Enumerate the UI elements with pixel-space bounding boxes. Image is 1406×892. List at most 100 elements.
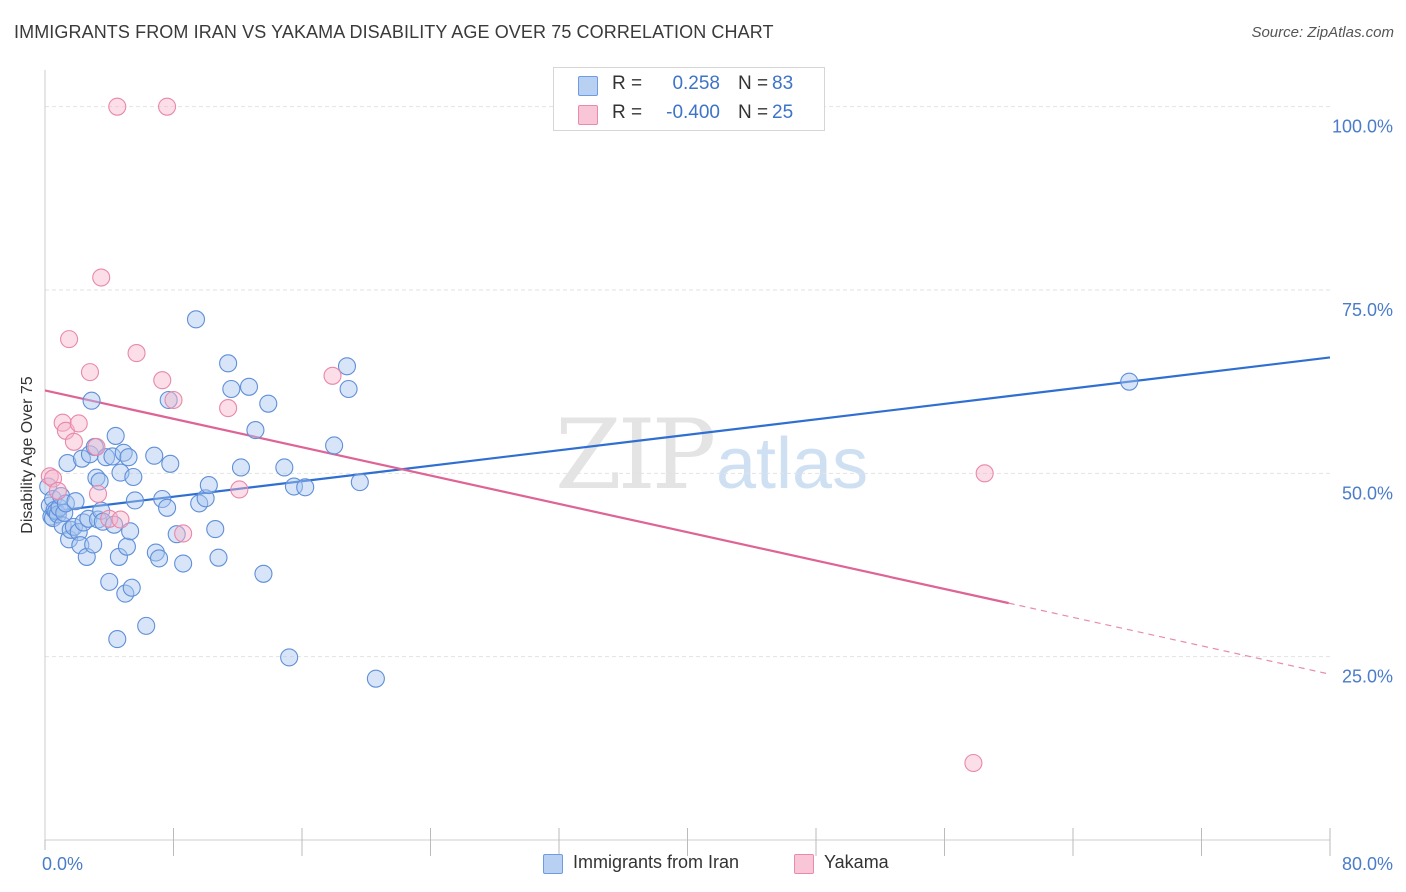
iran-point <box>239 377 259 396</box>
iran-point <box>159 390 178 410</box>
legend-label-iran: Immigrants from Iran <box>573 852 740 872</box>
iran-point <box>296 478 315 497</box>
iran-point <box>84 535 103 554</box>
yakama-point <box>69 414 88 433</box>
iran-point <box>146 543 165 562</box>
iran-point <box>82 391 101 410</box>
legend-n-label: N = <box>738 73 769 94</box>
iran-point <box>145 446 164 465</box>
legend-n-label: N = <box>738 102 769 123</box>
trend-lines <box>44 356 1331 675</box>
iran-point <box>79 509 98 528</box>
iran-point <box>161 454 180 473</box>
iran-point <box>108 630 127 649</box>
legend-r-value: 0.258 <box>672 73 720 94</box>
iran-point <box>58 454 77 473</box>
legend-r-label: R = <box>612 102 643 123</box>
yakama-point <box>92 268 111 287</box>
data-points <box>39 97 1139 773</box>
yakama-point <box>88 484 108 503</box>
iran-point <box>325 436 344 455</box>
iran-point <box>66 492 85 511</box>
legend-r-value: -0.400 <box>666 102 720 123</box>
yakama-point <box>975 464 994 483</box>
series-legend: Immigrants from Iran Yakama <box>0 852 1406 878</box>
iran-point <box>119 448 138 467</box>
y-tick-label: 75.0% <box>1342 300 1393 320</box>
x-tick-label: 80.0% <box>1342 854 1393 874</box>
yakama-point <box>40 467 59 486</box>
iran-point <box>206 520 225 539</box>
legend-swatch-blue <box>543 854 563 874</box>
legend-swatch-pink <box>794 854 814 874</box>
iran-point <box>121 522 140 541</box>
correlation-legend: R = 0.258 N = 83 R = -0.400 N = 25 <box>553 67 825 131</box>
watermark: ZIP atlas <box>555 399 868 511</box>
yakama-point <box>64 432 83 451</box>
iran-point <box>71 536 90 555</box>
yakama-trend-extension <box>1008 602 1331 675</box>
iran-point <box>103 447 122 466</box>
yakama-point <box>60 330 79 349</box>
iran-point <box>158 498 177 517</box>
yakama-point <box>323 366 342 385</box>
yakama-point <box>48 481 67 500</box>
source-label: Source: ZipAtlas.com <box>1251 24 1394 41</box>
yakama-point <box>80 363 100 382</box>
yakama-point <box>127 344 146 363</box>
iran-point <box>124 467 143 487</box>
yakama-point <box>174 524 193 543</box>
x-tick-label: 0.0% <box>42 854 83 874</box>
iran-point <box>254 564 273 583</box>
iran-point <box>199 476 218 495</box>
iran-point <box>246 421 265 440</box>
tick-labels: 25.0% 50.0% 75.0% 100.0% 0.0% 80.0% <box>42 117 1393 874</box>
iran-point <box>186 310 206 329</box>
legend-n-value: 25 <box>772 102 794 123</box>
legend-row-iran: R = 0.258 N = 83 <box>554 71 824 99</box>
chart-title: IMMIGRANTS FROM IRAN VS YAKAMA DISABILIT… <box>14 22 774 42</box>
iran-point <box>366 669 385 688</box>
y-tick-label: 100.0% <box>1332 117 1393 137</box>
yakama-point <box>111 510 130 529</box>
iran-point <box>219 354 238 373</box>
yakama-point <box>158 97 177 116</box>
iran-point <box>106 426 125 445</box>
legend-n-value: 83 <box>772 73 794 94</box>
watermark-atlas: atlas <box>716 424 868 504</box>
iran-point <box>275 458 294 477</box>
iran-point <box>280 648 299 667</box>
legend-swatch-pink <box>578 105 598 125</box>
iran-point <box>55 503 74 522</box>
iran-point <box>69 522 88 542</box>
yakama-point <box>87 437 106 456</box>
iran-point <box>137 616 156 635</box>
legend-swatch-blue <box>578 76 598 96</box>
iran-point <box>117 537 136 556</box>
iran-point <box>231 458 251 477</box>
yakama-point <box>164 390 183 410</box>
legend-label-yakama: Yakama <box>824 852 889 872</box>
iran-point <box>1120 372 1139 391</box>
legend-r-label: R = <box>612 73 643 94</box>
yakama-point <box>219 399 238 418</box>
iran-point <box>74 513 93 532</box>
iran-point <box>64 517 83 536</box>
y-tick-label: 25.0% <box>1342 667 1393 687</box>
watermark-zip: ZIP <box>555 399 714 511</box>
iran-point <box>122 578 141 597</box>
iran-point <box>339 379 358 399</box>
iran-point <box>209 548 228 567</box>
axes <box>44 70 1331 856</box>
yakama-point <box>230 480 249 499</box>
iran-point <box>174 554 193 573</box>
iran-point <box>337 357 357 376</box>
iran-point <box>350 473 369 492</box>
iran-point <box>153 489 172 509</box>
yakama-point <box>108 97 127 116</box>
iran-point <box>100 572 119 591</box>
iran-point <box>222 379 241 399</box>
iran-trend-line <box>44 356 1331 514</box>
iran-point <box>125 491 144 510</box>
